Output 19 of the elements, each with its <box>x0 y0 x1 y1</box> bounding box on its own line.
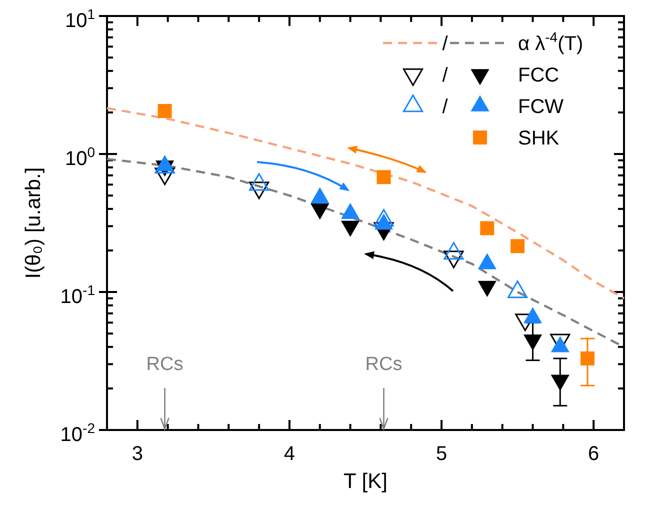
x-tick-label: 5 <box>436 443 448 466</box>
ref-line-label: RCs <box>146 354 184 375</box>
y-tick-label: 10$^{-2}$ <box>60 420 96 446</box>
legend-label: / <box>442 96 448 118</box>
y-tick-label: 10$^{-1}$ <box>60 282 96 308</box>
x-tick-label: 3 <box>132 443 143 466</box>
legend-label: α λ$^{-4}$(T) <box>518 29 584 55</box>
legend-label: SHK <box>518 128 560 150</box>
legend-label: / <box>442 33 448 55</box>
legend-label: FCC <box>518 64 560 86</box>
y-tick-label: 10$^{0}$ <box>64 144 96 170</box>
ref-line-label: RCs <box>365 354 402 375</box>
legend-label: FCW <box>518 96 564 118</box>
legend-label: / <box>442 64 448 86</box>
x-tick-label: 6 <box>588 443 600 466</box>
x-axis-title: T [K] <box>344 470 388 493</box>
y-axis-title: I(θ₀) [u.arb.] <box>22 167 45 279</box>
y-tick-label: 10$^{1}$ <box>64 6 96 32</box>
x-tick-label: 4 <box>284 443 296 466</box>
